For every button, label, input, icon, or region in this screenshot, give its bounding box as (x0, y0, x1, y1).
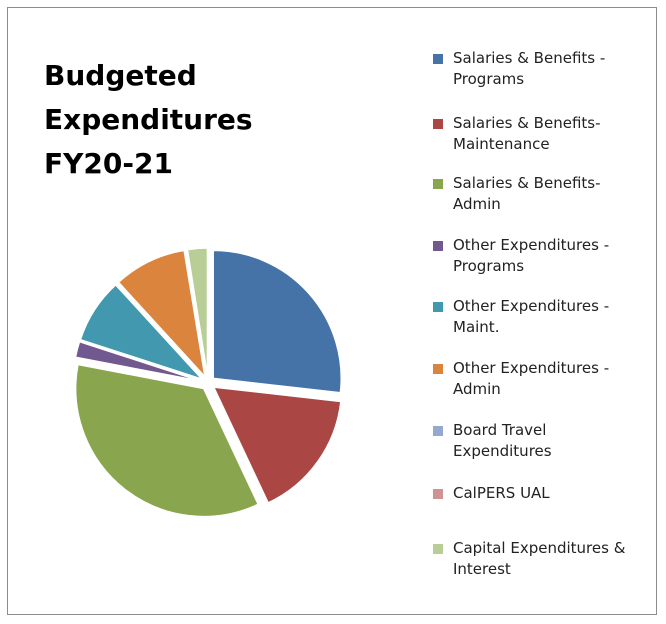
legend-swatch (433, 364, 443, 374)
pie-slice-salaries-and-benefits-maintenance (212, 386, 342, 504)
legend-label: Programs (453, 257, 525, 275)
legend-swatch (433, 179, 443, 189)
legend-label: Programs (453, 70, 525, 88)
legend-label: Interest (453, 560, 511, 578)
legend-swatch (433, 489, 443, 499)
legend-swatch (433, 241, 443, 251)
pie-slice-capital-expenditures-and-interest (186, 247, 209, 377)
legend-label: Other Expenditures - (453, 236, 610, 254)
legend-swatch (433, 302, 443, 312)
pie-chart (74, 247, 342, 518)
pie-slice-salaries-and-benefits-programs (212, 249, 342, 394)
pie-slice-other-expenditures-maint (79, 283, 205, 381)
legend-swatch (433, 119, 443, 129)
pie-slice-salaries-and-benefits-admin (75, 363, 260, 518)
legend-item-capital-expenditures-and-interest: Capital Expenditures & Interest (433, 538, 658, 580)
legend-label: Salaries & Benefits- (453, 174, 601, 192)
legend-item-calpers-ual: CalPERS UAL (433, 483, 658, 504)
legend-item-other-expenditures-maint: Other Expenditures - Maint. (433, 296, 658, 338)
legend-label: Maintenance (453, 135, 550, 153)
chart-title-line: Budgeted (44, 59, 197, 92)
legend-swatch (433, 426, 443, 436)
legend-label: CalPERS UAL (453, 484, 550, 502)
legend-label: Admin (453, 195, 501, 213)
pie-slice-other-expenditures-programs (74, 340, 202, 382)
legend-label: Salaries & Benefits - (453, 49, 606, 67)
legend-swatch (433, 54, 443, 64)
legend-label: Other Expenditures - (453, 297, 610, 315)
legend-item-salaries-and-benefits-maintenance: Salaries & Benefits- Maintenance (433, 113, 658, 155)
legend-label: Admin (453, 380, 501, 398)
legend-label: Capital Expenditures & (453, 539, 626, 557)
chart-area: Budgeted Expenditures FY20-21 Salaries &… (7, 7, 657, 615)
chart-title: Budgeted Expenditures FY20-21 (44, 54, 284, 186)
legend-label: Board Travel (453, 421, 547, 439)
legend-label: Maint. (453, 318, 500, 336)
legend-item-other-expenditures-admin: Other Expenditures - Admin (433, 358, 658, 400)
legend-label: Salaries & Benefits- (453, 114, 601, 132)
legend-item-salaries-and-benefits-programs: Salaries & Benefits - Programs (433, 48, 658, 90)
legend-swatch (433, 544, 443, 554)
chart-title-line: Expenditures (44, 103, 253, 136)
pie-slice-other-expenditures-admin (117, 249, 207, 380)
legend-item-salaries-and-benefits-admin: Salaries & Benefits- Admin (433, 173, 658, 215)
legend-label: Other Expenditures - (453, 359, 610, 377)
legend-item-other-expenditures-programs: Other Expenditures - Programs (433, 235, 658, 277)
chart-title-line: FY20-21 (44, 147, 173, 180)
legend-item-board-travel-expenditures: Board Travel Expenditures (433, 420, 658, 462)
legend-label: Expenditures (453, 442, 552, 460)
